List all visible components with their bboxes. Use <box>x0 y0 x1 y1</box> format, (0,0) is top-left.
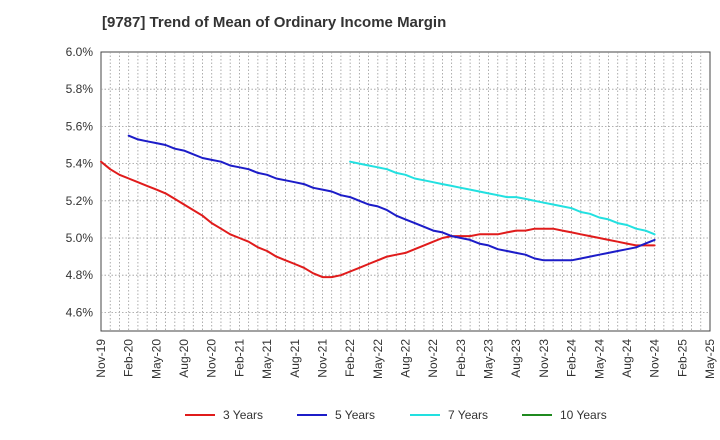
y-tick-label: 5.4% <box>66 157 94 171</box>
y-tick-label: 5.8% <box>66 82 94 96</box>
series-line-3-years <box>100 160 656 279</box>
y-tick-label: 4.6% <box>66 305 94 319</box>
x-tick-label: Aug-23 <box>509 339 523 378</box>
y-tick-label: 5.6% <box>66 119 94 133</box>
legend-label: 5 Years <box>335 408 375 422</box>
x-tick-label: Feb-20 <box>122 339 136 377</box>
series-lines <box>100 134 656 279</box>
y-tick-label: 6.0% <box>66 45 94 59</box>
x-tick-label: Aug-20 <box>177 339 191 378</box>
x-tick-label: Feb-25 <box>675 339 689 377</box>
legend-label: 3 Years <box>223 408 263 422</box>
y-tick-label: 5.2% <box>66 194 94 208</box>
x-tick-label: Nov-24 <box>648 339 662 378</box>
x-tick-label: Nov-21 <box>315 339 329 378</box>
plot-area <box>100 51 711 332</box>
legend-label: 7 Years <box>448 408 488 422</box>
x-tick-label: Feb-22 <box>343 339 357 377</box>
y-axis-tick-labels: 4.6% 4.8% 5.0% 5.2% 5.4% 5.6% 5.8% 6.0% <box>66 45 94 319</box>
x-tick-label: May-24 <box>592 339 606 379</box>
x-tick-label: Nov-19 <box>94 339 108 378</box>
series-line-5-years <box>127 134 656 262</box>
legend-label: 10 Years <box>560 408 607 422</box>
x-tick-label: Feb-24 <box>565 339 579 377</box>
x-tick-label: May-21 <box>260 339 274 379</box>
y-tick-label: 5.0% <box>66 231 94 245</box>
x-tick-label: May-23 <box>482 339 496 379</box>
x-tick-label: May-20 <box>149 339 163 379</box>
x-tick-label: Nov-20 <box>205 339 219 378</box>
x-tick-label: Aug-21 <box>288 339 302 378</box>
x-tick-label: May-22 <box>371 339 385 379</box>
legend: 3 Years 5 Years 7 Years 10 Years <box>185 408 607 422</box>
grid-lines <box>101 52 710 331</box>
x-tick-label: Nov-23 <box>537 339 551 378</box>
x-tick-label: Feb-23 <box>454 339 468 377</box>
chart-title: [9787] Trend of Mean of Ordinary Income … <box>102 14 447 31</box>
x-tick-label: Feb-21 <box>232 339 246 377</box>
x-axis-tick-labels: Nov-19 Feb-20 May-20 Aug-20 Nov-20 Feb-21 May-… <box>94 339 717 379</box>
x-tick-label: Aug-24 <box>620 339 634 378</box>
y-tick-label: 4.8% <box>66 268 94 282</box>
x-tick-label: May-25 <box>703 339 717 379</box>
series-line-7-years <box>349 160 656 236</box>
x-tick-label: Aug-22 <box>399 339 413 378</box>
x-tick-label: Nov-22 <box>426 339 440 378</box>
